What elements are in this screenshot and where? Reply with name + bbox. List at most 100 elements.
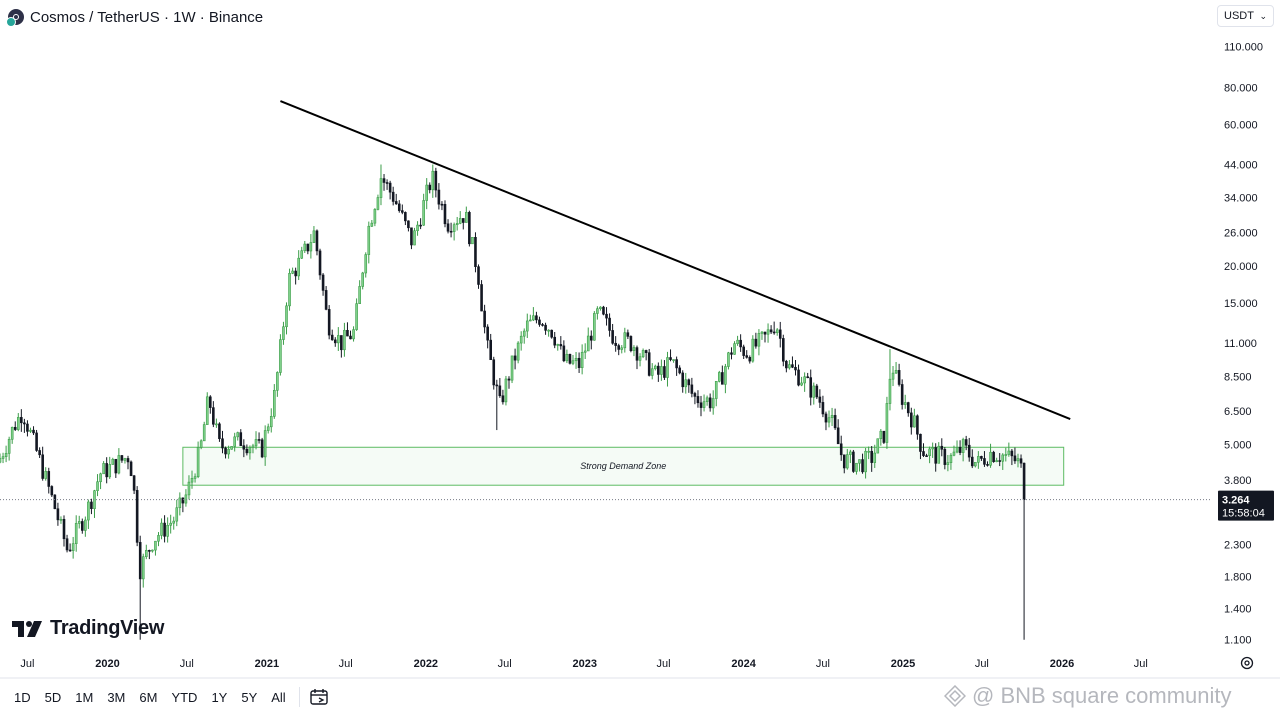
- candle: [699, 395, 703, 417]
- tradingview-logo[interactable]: TradingView: [12, 617, 164, 640]
- candle-body: [29, 429, 32, 432]
- candle-body: [821, 402, 825, 415]
- candle: [87, 499, 90, 529]
- candle-body: [47, 471, 51, 487]
- symbol-title[interactable]: Cosmos / TetherUS · 1W · Binance: [30, 8, 264, 26]
- candle-body: [647, 352, 651, 376]
- candle-body: [565, 353, 569, 362]
- candle: [148, 549, 151, 560]
- candle-body: [26, 423, 29, 432]
- candle-body: [711, 398, 715, 409]
- timeframe-1y[interactable]: 1Y: [211, 689, 228, 705]
- candle: [812, 382, 816, 405]
- candle-body: [806, 376, 809, 379]
- bar-countdown: 15:58:04: [1222, 508, 1265, 520]
- currency-selector[interactable]: USDT ⌄: [1217, 5, 1274, 27]
- price-axis-label: 8.500: [1224, 371, 1252, 383]
- candle-body: [660, 366, 663, 375]
- candle-body: [74, 523, 78, 545]
- candle-body: [1001, 454, 1005, 462]
- candle-body: [791, 364, 794, 368]
- candle: [1007, 442, 1011, 457]
- candle-body: [894, 370, 898, 374]
- timeframe-all[interactable]: All: [271, 689, 286, 705]
- last-price-value: 3.264: [1222, 495, 1250, 507]
- candle: [696, 390, 700, 408]
- candle: [541, 322, 544, 327]
- candle: [757, 329, 761, 356]
- candle-body: [629, 336, 633, 351]
- candle: [867, 446, 870, 460]
- candle-body: [617, 345, 621, 350]
- candle-body: [282, 326, 285, 340]
- candle: [522, 328, 526, 344]
- candle: [961, 437, 965, 462]
- candle-body: [169, 522, 172, 526]
- candle-body: [510, 355, 514, 381]
- candle: [160, 518, 163, 540]
- candle: [111, 457, 115, 465]
- candle: [510, 355, 514, 384]
- candle: [477, 264, 480, 289]
- candle-body: [739, 339, 742, 348]
- candle-body: [343, 329, 346, 351]
- price-axis-label: 1.100: [1224, 635, 1252, 647]
- candle: [742, 344, 745, 359]
- candle-body: [489, 339, 493, 361]
- candle: [638, 353, 642, 367]
- candle-body: [62, 518, 66, 540]
- candle-body: [760, 331, 764, 334]
- candle-body: [364, 254, 368, 274]
- candle: [93, 489, 96, 518]
- candle: [333, 337, 337, 347]
- candle: [562, 340, 566, 363]
- calendar-range-icon[interactable]: [308, 686, 330, 708]
- candle-body: [583, 350, 587, 353]
- candle-body: [20, 417, 23, 424]
- candle-body: [294, 270, 297, 277]
- time-axis-label: 2021: [255, 658, 279, 670]
- timeframe-3m[interactable]: 3M: [107, 689, 126, 705]
- timeframe-5y[interactable]: 5Y: [241, 689, 258, 705]
- candle: [428, 182, 432, 194]
- candle-body: [559, 344, 563, 347]
- candle: [303, 240, 307, 253]
- timeframe-ytd[interactable]: YTD: [171, 689, 198, 705]
- candle: [364, 252, 368, 278]
- candle-body: [970, 456, 974, 467]
- candle-body: [885, 403, 889, 443]
- price-axis-label: 11.000: [1224, 338, 1257, 350]
- candle-body: [717, 372, 721, 382]
- timeframe-1m[interactable]: 1M: [75, 689, 94, 705]
- candle-body: [702, 401, 706, 408]
- candle: [175, 499, 179, 527]
- candle: [897, 363, 901, 387]
- candle: [65, 534, 69, 553]
- timeframe-1d[interactable]: 1D: [14, 689, 31, 705]
- timeframe-5d[interactable]: 5D: [44, 689, 62, 705]
- candle: [806, 372, 809, 379]
- candle-body: [105, 463, 108, 478]
- candle-body: [87, 501, 90, 521]
- candle-body: [221, 438, 224, 449]
- candle-body: [102, 463, 105, 475]
- candle-body: [135, 490, 139, 543]
- candle-body: [815, 385, 819, 398]
- candle-body: [967, 444, 971, 458]
- candle-body: [361, 272, 364, 287]
- candle: [824, 411, 828, 431]
- timeframe-6m[interactable]: 6M: [139, 689, 158, 705]
- candle-body: [827, 417, 831, 423]
- candle-body: [809, 377, 813, 398]
- candle: [663, 360, 666, 381]
- candle: [538, 316, 541, 327]
- candle: [312, 226, 316, 244]
- candle: [209, 395, 212, 414]
- resistance-trendline: [280, 100, 1071, 420]
- settings-gear-icon[interactable]: [1238, 654, 1256, 672]
- candle: [602, 305, 605, 316]
- candle-body: [425, 184, 429, 201]
- candle: [626, 329, 630, 340]
- candle-body: [757, 333, 761, 347]
